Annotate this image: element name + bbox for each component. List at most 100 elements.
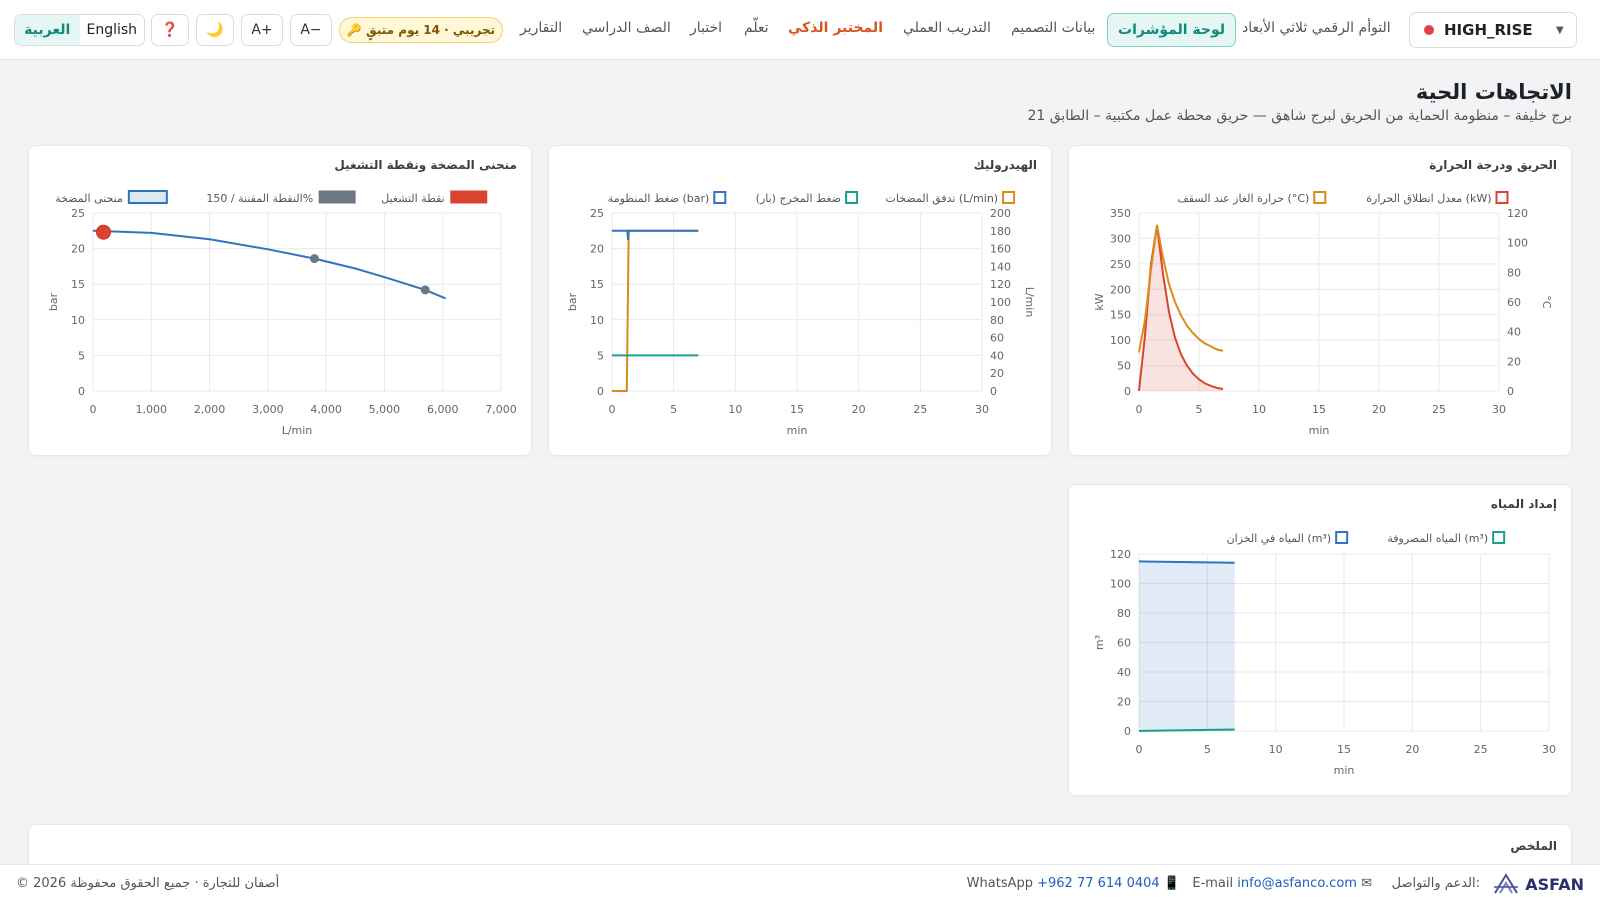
moon-icon[interactable]: 🌙 — [196, 14, 234, 46]
y2-tick-label: 80 — [1507, 266, 1521, 279]
x-tick-label: 5 — [1196, 403, 1203, 416]
y-tick-label: 250 — [1110, 258, 1131, 271]
legend-swatch — [1495, 191, 1509, 204]
y2-tick-label: 0 — [990, 385, 997, 398]
x-tick-label: 3,000 — [252, 403, 284, 416]
y-axis-title: bar — [47, 292, 60, 311]
y-tick-label: 0 — [1124, 385, 1131, 398]
x-tick-label: 2,000 — [194, 403, 226, 416]
y2-tick-label: 200 — [990, 207, 1011, 220]
legend-swatch — [1313, 191, 1327, 204]
y-tick-label: 80 — [1117, 607, 1131, 620]
y2-tick-label: 100 — [990, 296, 1011, 309]
legend-swatch — [450, 190, 488, 204]
x-tick-label: 0 — [1136, 403, 1143, 416]
nav-classroom[interactable]: الصف الدراسي — [582, 20, 671, 36]
legend-swatch — [845, 191, 859, 204]
legend-label: منحنى المضخة — [55, 192, 123, 205]
lang-english-button[interactable]: English — [86, 22, 138, 38]
x-tick-label: 6,000 — [427, 403, 459, 416]
y2-tick-label: 20 — [990, 367, 1004, 380]
x-tick-label: 5,000 — [369, 403, 401, 416]
x-tick-label: 5 — [1204, 743, 1211, 756]
y2-tick-label: 180 — [990, 225, 1011, 238]
y-tick-label: 40 — [1117, 666, 1131, 679]
x-tick-label: 30 — [975, 403, 989, 416]
brand-name: ASFAN — [1525, 874, 1584, 894]
footer: ASFAN الدعم والتواصل: E-mail info@asfanc… — [0, 864, 1600, 900]
pump-curve-card: منحنى المضخة ونقطة التشغيل 0 1,000 2,000 3,… — [28, 145, 532, 456]
rated-point — [309, 254, 319, 264]
legend-label: نقطة التشغيل — [381, 192, 445, 205]
series-area — [1139, 561, 1235, 731]
card-title: الحريق ودرجة الحرارة — [1429, 158, 1557, 172]
legend-label: تدفق المضخات (L/min) — [886, 192, 999, 206]
series-line — [1138, 560, 1235, 564]
y-tick-label: 25 — [590, 207, 604, 220]
lang-arabic-button[interactable]: العربية — [15, 15, 80, 45]
page-subtitle: برج خليفة – منظومة الحماية من الحريق لبر… — [1027, 108, 1572, 124]
nav-reports[interactable]: التقارير — [520, 20, 563, 36]
nav-test[interactable]: اختبار — [690, 20, 723, 36]
y-tick-label: 5 — [597, 349, 604, 362]
y-tick-label: 100 — [1110, 334, 1131, 347]
email-link[interactable]: info@asfanco.com — [1237, 876, 1357, 891]
legend-label: معدل انطلاق الحرارة (kW) — [1366, 192, 1491, 205]
operating-point — [95, 224, 111, 240]
y2-tick-label: 100 — [1507, 237, 1528, 250]
water-supply-card: إمداد المياه 0 5 10 15 20 25 30 0 20 40 60 80 100 120… — [1068, 484, 1572, 796]
legend-swatch — [713, 191, 727, 204]
x-tick-label: 15 — [1337, 743, 1351, 756]
y-axis-title: kW — [1093, 293, 1106, 310]
email-contact: E-mail info@asfanco.com ✉ — [1192, 876, 1372, 891]
y-tick-label: 0 — [1124, 725, 1131, 738]
legend-label: ضغط المخرج (بار) — [756, 192, 841, 205]
rated-point — [420, 285, 430, 295]
series-line — [1138, 728, 1235, 732]
hydraulics-card: الهيدروليك 0 5 10 15 20 25 30 0 5 10 15 20 25 0 20 40 60… — [548, 145, 1052, 456]
y-tick-label: 10 — [71, 314, 85, 327]
legend-label: ضغط المنظومة (bar) — [608, 192, 710, 205]
y-tick-label: 10 — [590, 314, 604, 327]
x-tick-label: 4,000 — [310, 403, 342, 416]
font-increase-button[interactable]: A+ — [241, 14, 283, 46]
legend-swatch — [1492, 531, 1506, 544]
y-tick-label: 100 — [1110, 578, 1131, 591]
nav-learn[interactable]: تعلّم — [744, 20, 769, 36]
nav-smart-lab[interactable]: المختبر الذكي — [788, 20, 883, 36]
phone-link[interactable]: +962 77 614 0404 — [1037, 876, 1160, 891]
nav-training[interactable]: التدريب العملي — [903, 20, 991, 36]
x-tick-label: 20 — [1372, 403, 1386, 416]
y-tick-label: 15 — [71, 278, 85, 291]
project-selector[interactable]: HIGH_RISE ▼ — [1409, 12, 1577, 48]
nav-digital-twin[interactable]: التوأم الرقمي ثلاثي الأبعاد — [1242, 20, 1391, 36]
series-line — [612, 229, 699, 392]
x-tick-label: 0 — [90, 403, 97, 416]
x-tick-label: 25 — [913, 403, 927, 416]
y2-tick-label: 120 — [1507, 207, 1528, 220]
x-tick-label: 10 — [1252, 403, 1266, 416]
y-tick-label: 0 — [597, 385, 604, 398]
x-axis-title: L/min — [282, 424, 313, 437]
help-icon[interactable]: ❓ — [151, 14, 189, 46]
series-area — [1139, 225, 1223, 391]
nav-design-data[interactable]: بيانات التصميم — [1011, 20, 1096, 36]
x-tick-label: 7,000 — [485, 403, 517, 416]
asfan-logo-icon — [1494, 873, 1519, 894]
y-tick-label: 150 — [1110, 309, 1131, 322]
y-tick-label: 0 — [78, 385, 85, 398]
whatsapp-label: WhatsApp — [966, 876, 1033, 891]
y2-tick-label: 120 — [990, 278, 1011, 291]
x-tick-label: 1,000 — [136, 403, 168, 416]
y-tick-label: 50 — [1117, 360, 1131, 373]
card-title: الهيدروليك — [973, 158, 1037, 172]
font-decrease-button[interactable]: A− — [290, 14, 332, 46]
y2-axis-title: °C — [1540, 295, 1553, 309]
nav-dashboard[interactable]: لوحة المؤشرات — [1107, 13, 1237, 47]
x-tick-label: 15 — [1312, 403, 1326, 416]
x-tick-label: 25 — [1474, 743, 1488, 756]
y-tick-label: 25 — [71, 207, 85, 220]
y2-axis-title: L/min — [1023, 287, 1036, 318]
x-axis-title: min — [1334, 764, 1355, 777]
fire-temperature-card: الحريق ودرجة الحرارة 0 5 10 15 20 25 30 0 50 100 1… — [1068, 145, 1572, 456]
